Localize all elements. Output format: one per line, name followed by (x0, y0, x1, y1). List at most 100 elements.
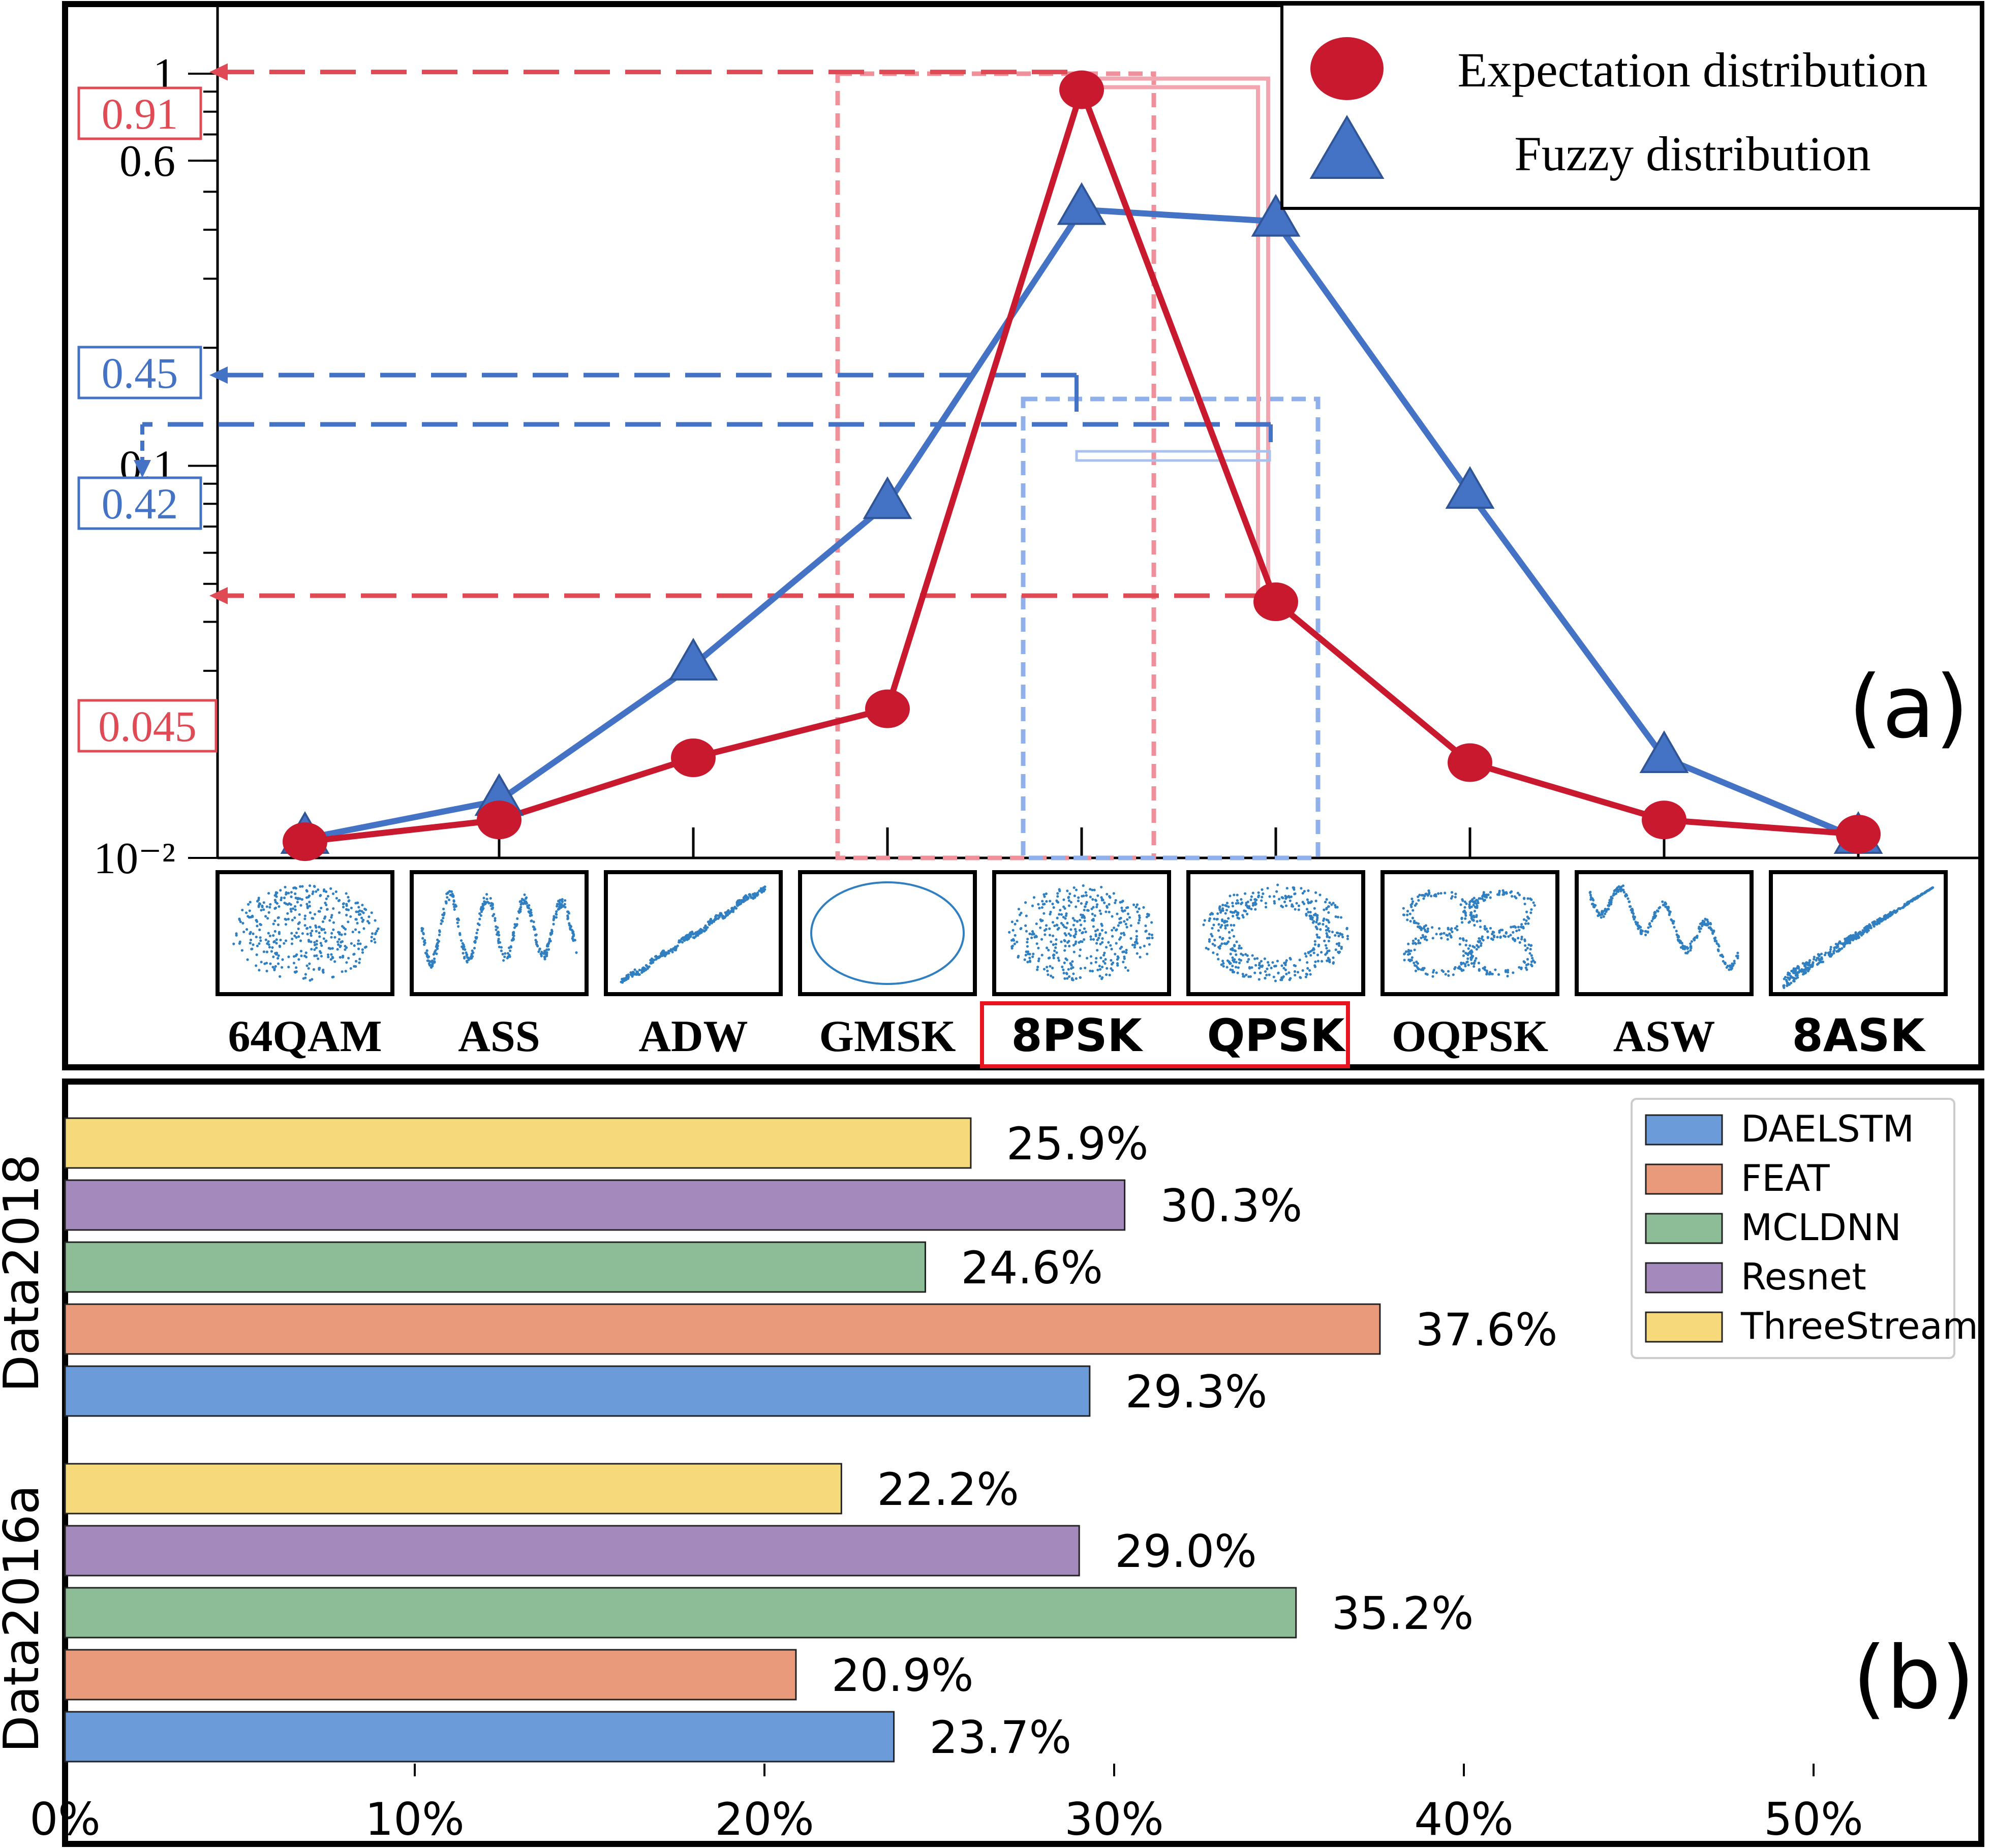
constellation-dot (297, 922, 300, 926)
constellation-dot (540, 954, 543, 958)
constellation-dot (1708, 926, 1711, 930)
constellation-dot (1711, 930, 1714, 933)
constellation-dot (1491, 931, 1494, 934)
constellation-dot (247, 903, 250, 906)
constellation-label: 8ASK (1792, 1009, 1926, 1062)
constellation-dot (491, 906, 495, 909)
constellation-dot (1486, 936, 1489, 939)
constellation-dot (290, 932, 293, 935)
constellation-dot (1057, 959, 1060, 962)
constellation-dot (1475, 948, 1478, 951)
constellation-dot (1432, 971, 1435, 974)
constellation-dot (498, 945, 501, 948)
constellation-dot (1133, 941, 1137, 944)
constellation-dot (1297, 908, 1300, 911)
constellation-dot (1410, 897, 1414, 901)
constellation-dot (1685, 951, 1689, 954)
constellation-dot (1102, 960, 1105, 963)
constellation-dot (1672, 922, 1675, 925)
constellation-dot (452, 895, 455, 898)
expectation-highlight-box (835, 71, 1156, 860)
constellation-dot (1464, 965, 1467, 968)
constellation-dot (1489, 896, 1492, 899)
constellation-dot (305, 903, 309, 906)
constellation-dot (1053, 953, 1056, 957)
constellation-dot (278, 932, 281, 935)
constellation-dot (1451, 930, 1454, 933)
constellation-dot (735, 903, 739, 906)
constellation-dot (1139, 956, 1142, 959)
constellation-dot (320, 927, 323, 931)
constellation-dot (283, 896, 286, 900)
constellation-dot (534, 934, 537, 937)
constellation-dot (1223, 921, 1226, 924)
legend-circle-marker (1310, 37, 1384, 100)
constellation-dot (318, 950, 322, 953)
constellation-dot (1435, 933, 1438, 936)
constellation-dot (1101, 899, 1105, 902)
fuzzy-point (668, 637, 718, 681)
constellation-dot (1301, 969, 1304, 972)
constellation-dot (1787, 971, 1790, 974)
constellation-dot (1067, 896, 1070, 899)
constellation-dot (1240, 898, 1243, 901)
constellation-dot (358, 961, 361, 964)
constellation-dot (1680, 942, 1683, 945)
constellation-dot (290, 895, 293, 898)
constellation-dot (1529, 911, 1532, 914)
constellation-dot (1637, 927, 1640, 930)
constellation-dot (274, 901, 277, 904)
constellation-dot (241, 908, 244, 912)
constellation-dot (720, 913, 723, 917)
constellation-dot (1475, 957, 1478, 960)
constellation-dot (287, 966, 290, 969)
constellation-dot (1872, 923, 1875, 927)
constellation-dot (1481, 897, 1484, 900)
constellation-dot (1016, 940, 1019, 943)
constellation-dot (466, 961, 469, 964)
constellation-dot (1079, 976, 1082, 979)
constellation-dot (1455, 925, 1459, 928)
constellation-dot (1089, 896, 1092, 899)
constellation-dot (284, 939, 288, 942)
constellation-dot (1146, 937, 1149, 940)
constellation-dot (259, 936, 262, 939)
constellation-dot (1251, 891, 1254, 895)
constellation-dot (448, 890, 451, 893)
constellation-dot (1308, 969, 1311, 972)
constellation-dot (275, 942, 278, 945)
constellation-dot (1073, 919, 1076, 922)
constellation-dot (734, 907, 738, 910)
constellation-dot (1268, 895, 1271, 898)
constellation-dot (1102, 953, 1106, 957)
expectation-point (1253, 582, 1298, 622)
constellation-dot (327, 956, 330, 959)
constellation-dot (301, 885, 304, 888)
constellation-dot (1147, 913, 1150, 916)
constellation-dot (502, 959, 505, 962)
constellation-dot (1110, 963, 1114, 966)
constellation-dot (1037, 903, 1040, 906)
constellation-dot (1068, 944, 1071, 948)
constellation-dot (1460, 917, 1463, 920)
constellation-dot (1205, 946, 1208, 949)
constellation-dot (1030, 933, 1034, 936)
constellation-dot (1876, 920, 1879, 923)
constellation-dot (1246, 906, 1249, 909)
constellation-dot (1249, 898, 1252, 902)
constellation-dot (1607, 904, 1611, 907)
constellation-dot (1876, 918, 1879, 921)
constellation-dot (1331, 931, 1334, 934)
constellation-dot (299, 904, 302, 907)
constellation-dot (1116, 955, 1119, 958)
constellation-dot (264, 938, 267, 941)
constellation-dot (242, 930, 246, 934)
constellation-dot (322, 937, 325, 940)
constellation-dot (463, 956, 466, 959)
constellation-dot (320, 907, 323, 910)
constellation-dot (1515, 897, 1518, 900)
constellation-dot (1524, 922, 1527, 925)
constellation-dot (463, 945, 466, 948)
constellation-dot (1100, 977, 1103, 980)
constellation-dot (512, 931, 515, 934)
